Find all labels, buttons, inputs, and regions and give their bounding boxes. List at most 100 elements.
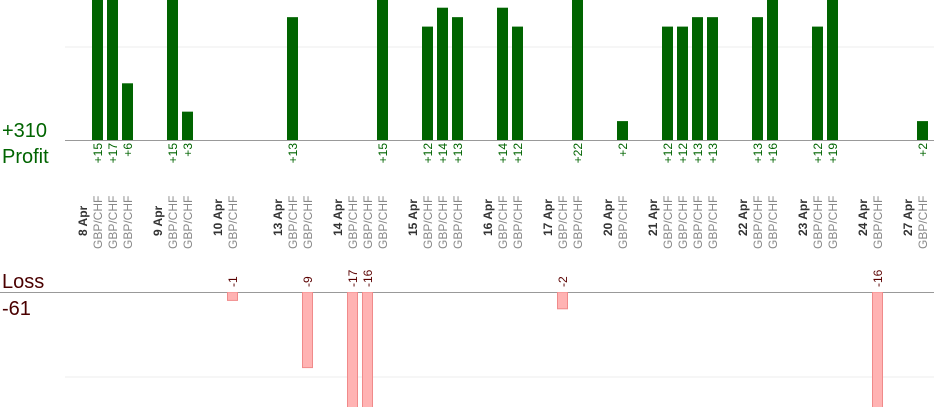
loss-bar bbox=[302, 292, 313, 369]
date-label: 9 Apr bbox=[151, 205, 165, 236]
pair-label: GBP/CHF bbox=[181, 196, 195, 249]
profit-value-label: +15 bbox=[376, 143, 390, 164]
pair-label: GBP/CHF bbox=[661, 196, 675, 249]
profit-value-label: +12 bbox=[811, 143, 825, 164]
profit-value-label: +2 bbox=[616, 143, 630, 157]
loss-value-label: -17 bbox=[346, 269, 360, 287]
profit-bar bbox=[167, 0, 178, 140]
pair-label: GBP/CHF bbox=[361, 196, 375, 249]
profit-value-label: +14 bbox=[436, 143, 450, 164]
profit-bar bbox=[617, 121, 628, 140]
profit-value-label: +12 bbox=[676, 143, 690, 164]
profit-value-label: +3 bbox=[181, 143, 195, 157]
profit-value-label: +13 bbox=[706, 143, 720, 164]
profit-value-label: +12 bbox=[661, 143, 675, 164]
pair-label: GBP/CHF bbox=[871, 196, 885, 249]
loss-label: Loss bbox=[2, 271, 44, 293]
profit-bar bbox=[827, 0, 838, 140]
profit-value-label: +12 bbox=[421, 143, 435, 164]
pair-label: GBP/CHF bbox=[706, 196, 720, 249]
profit-bar bbox=[92, 0, 103, 140]
pair-label: GBP/CHF bbox=[496, 196, 510, 249]
profit-value-label: +13 bbox=[451, 143, 465, 164]
pair-label: GBP/CHF bbox=[766, 196, 780, 249]
profit-label: Profit bbox=[2, 146, 49, 168]
date-label: 24 Apr bbox=[856, 199, 870, 236]
date-label: 22 Apr bbox=[736, 199, 750, 236]
pair-label: GBP/CHF bbox=[916, 196, 930, 249]
pair-label: GBP/CHF bbox=[691, 196, 705, 249]
pair-label: GBP/CHF bbox=[616, 196, 630, 249]
date-label: 17 Apr bbox=[541, 199, 555, 236]
profit-bar bbox=[917, 121, 928, 140]
pair-label: GBP/CHF bbox=[556, 196, 570, 249]
profit-value-label: +22 bbox=[571, 143, 585, 164]
date-label: 13 Apr bbox=[271, 199, 285, 236]
profit-bar bbox=[452, 17, 463, 140]
pair-label: GBP/CHF bbox=[571, 196, 585, 249]
profit-bar bbox=[677, 26, 688, 140]
pair-label: GBP/CHF bbox=[226, 196, 240, 249]
pair-label: GBP/CHF bbox=[676, 196, 690, 249]
profit-bar bbox=[767, 0, 778, 140]
date-label: 21 Apr bbox=[646, 199, 660, 236]
profit-value-label: +6 bbox=[121, 143, 135, 157]
pair-label: GBP/CHF bbox=[346, 196, 360, 249]
pair-label: GBP/CHF bbox=[421, 196, 435, 249]
pair-label: GBP/CHF bbox=[91, 196, 105, 249]
profit-value-label: +12 bbox=[511, 143, 525, 164]
profit-value-label: +13 bbox=[751, 143, 765, 164]
pair-label: GBP/CHF bbox=[106, 196, 120, 249]
date-label: 20 Apr bbox=[601, 199, 615, 236]
profit-value-label: +19 bbox=[826, 143, 840, 164]
pair-label: GBP/CHF bbox=[811, 196, 825, 249]
profit-value-label: +16 bbox=[766, 143, 780, 164]
date-label: 23 Apr bbox=[796, 199, 810, 236]
profit-bar bbox=[182, 111, 193, 140]
loss-bar bbox=[362, 292, 373, 407]
profit-bar bbox=[662, 26, 673, 140]
pair-label: GBP/CHF bbox=[286, 196, 300, 249]
pair-label: GBP/CHF bbox=[751, 196, 765, 249]
date-label: 10 Apr bbox=[211, 199, 225, 236]
profit-value-label: +13 bbox=[691, 143, 705, 164]
pair-label: GBP/CHF bbox=[436, 196, 450, 249]
date-label: 27 Apr bbox=[901, 199, 915, 236]
profit-bar bbox=[122, 83, 133, 140]
pair-label: GBP/CHF bbox=[826, 196, 840, 249]
loss-value-label: -16 bbox=[361, 269, 375, 287]
date-label: 16 Apr bbox=[481, 199, 495, 236]
loss-bar bbox=[872, 292, 883, 407]
date-label: 8 Apr bbox=[76, 205, 90, 236]
loss-value-label: -9 bbox=[301, 276, 315, 287]
profit-bar bbox=[287, 17, 298, 140]
profit-bar bbox=[512, 26, 523, 140]
profit-value-label: +14 bbox=[496, 143, 510, 164]
profit-value-label: +2 bbox=[916, 143, 930, 157]
profit-bar bbox=[692, 17, 703, 140]
pair-label: GBP/CHF bbox=[301, 196, 315, 249]
pair-label: GBP/CHF bbox=[166, 196, 180, 249]
profit-value-label: +13 bbox=[286, 143, 300, 164]
loss-bar bbox=[347, 292, 358, 407]
profit-bar bbox=[437, 7, 448, 140]
loss-bar bbox=[557, 292, 568, 310]
profit-bar bbox=[377, 0, 388, 140]
profit-bar bbox=[422, 26, 433, 140]
loss-value-label: -2 bbox=[556, 276, 570, 287]
profit-value-label: +15 bbox=[166, 143, 180, 164]
profit-total: +310 bbox=[2, 120, 47, 142]
loss-value-label: -16 bbox=[871, 269, 885, 287]
pair-label: GBP/CHF bbox=[511, 196, 525, 249]
profit-bar bbox=[707, 17, 718, 140]
pair-label: GBP/CHF bbox=[451, 196, 465, 249]
profit-bar bbox=[812, 26, 823, 140]
profit-bar bbox=[572, 0, 583, 140]
loss-bar bbox=[227, 292, 238, 301]
profit-bar bbox=[752, 17, 763, 140]
profit-bar bbox=[497, 7, 508, 140]
profit-value-label: +15 bbox=[91, 143, 105, 164]
pair-label: GBP/CHF bbox=[376, 196, 390, 249]
pair-label: GBP/CHF bbox=[121, 196, 135, 249]
